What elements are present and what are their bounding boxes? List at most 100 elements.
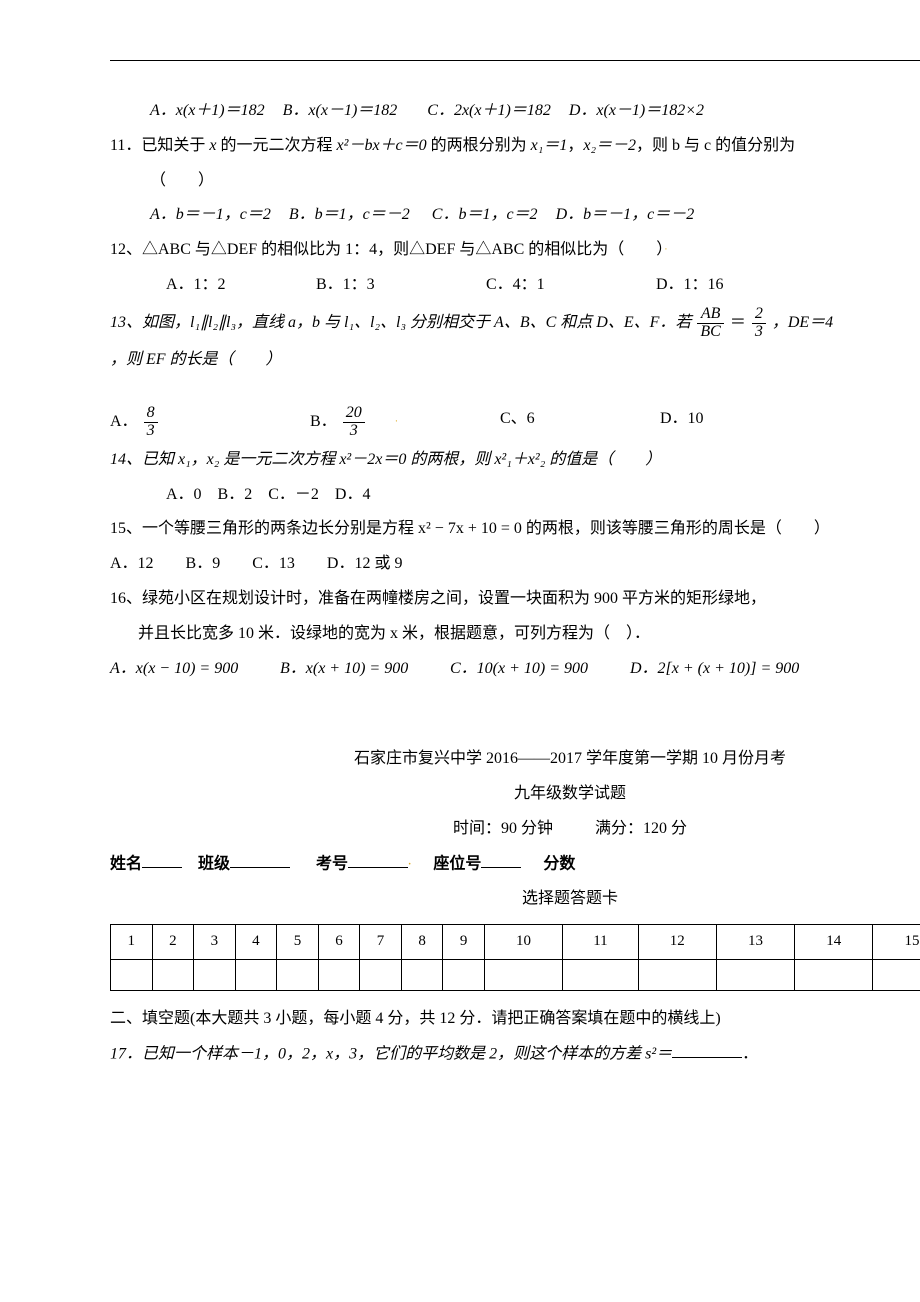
- th: 1: [111, 924, 153, 959]
- th: 11: [563, 924, 639, 959]
- q10-opt-c: C．2x(x＋1)＝182: [427, 102, 551, 119]
- q16-options: A．x(x − 10) = 900 B．x(x + 10) = 900 C．10…: [110, 655, 920, 684]
- q11-options: A．b＝－1，c＝2 B．b＝1，c＝－2 C．b＝1，c＝2 D．b＝－1，c…: [110, 201, 920, 230]
- q13-a-label: A．: [110, 413, 138, 430]
- frac-a-num: 8: [144, 405, 158, 423]
- q11-mid: 的一元二次方程: [217, 137, 337, 154]
- cell[interactable]: [443, 959, 485, 990]
- cell[interactable]: [716, 959, 794, 990]
- q15-stem: 15、一个等腰三角形的两条边长分别是方程 x² − 7x + 10 = 0 的两…: [110, 515, 920, 544]
- field-examno[interactable]: [348, 850, 408, 869]
- frac-ab-bc: AB BC: [697, 306, 723, 341]
- th: 7: [360, 924, 402, 959]
- q11-tail: ，则 b 与 c 的值分别为: [636, 137, 795, 154]
- th: 4: [235, 924, 277, 959]
- top-rule: [110, 60, 920, 61]
- frac-b-num: 20: [343, 405, 365, 423]
- q11-mid2: 的两根分别为: [427, 137, 531, 154]
- cell[interactable]: [484, 959, 562, 990]
- label-class: 班级: [198, 855, 230, 872]
- field-seat[interactable]: [481, 850, 521, 869]
- q10-options: A．x(x＋1)＝182 B．x(x－1)＝182 C．2x(x＋1)＝182 …: [110, 97, 920, 126]
- q11-stem: 11．已知关于 x 的一元二次方程 x²－bx＋c＝0 的两根分别为 x₁＝1，…: [110, 132, 920, 161]
- q12-a: A．1：2: [166, 271, 316, 300]
- full-label: 满分：120 分: [595, 820, 687, 837]
- frac-8-3: 8 3: [144, 405, 158, 440]
- cell[interactable]: [111, 959, 153, 990]
- q12-c: C．4：1: [486, 271, 656, 300]
- q17-a: 17．已知一个样本－1，0，2，x，3，它们的平均数是 2，则这个样本的方差 s…: [110, 1045, 672, 1062]
- q11-b: B．b＝1，c＝－2: [289, 206, 410, 223]
- cell[interactable]: [235, 959, 277, 990]
- q10-opt-d: D．x(x－1)＝182×2: [569, 102, 704, 119]
- table-answer-row: [111, 959, 920, 990]
- q16-line1: 16、绿苑小区在规划设计时，准备在两幢楼房之间，设置一块面积为 900 平方米的…: [110, 585, 920, 614]
- section2-title: 二、填空题(本大题共 3 小题，每小题 4 分，共 12 分．请把正确答案填在题…: [110, 1005, 920, 1034]
- q13-opt-a: A． 8 3: [110, 405, 310, 440]
- q12-options: A．1：2 B．1：3 C．4：1 D．1：16: [110, 271, 920, 300]
- th: 12: [638, 924, 716, 959]
- q11-x2: x₂＝－2: [583, 137, 636, 154]
- th: 9: [443, 924, 485, 959]
- q12-d: D．1：16: [656, 271, 724, 300]
- student-info: 姓名 班级 考号· 座位号 分数: [110, 850, 920, 879]
- field-name[interactable]: [142, 850, 182, 869]
- cell[interactable]: [318, 959, 360, 990]
- q10-opt-a: A．x(x＋1)＝182: [150, 102, 265, 119]
- answer-card-title: 选择题答题卡: [110, 885, 920, 914]
- q16-c: C．10(x + 10) = 900: [450, 655, 630, 684]
- q17-blank[interactable]: [672, 1040, 742, 1059]
- th: 14: [795, 924, 873, 959]
- th: 8: [401, 924, 443, 959]
- q11-paren: （ ）: [110, 167, 920, 196]
- label-examno: 考号: [316, 855, 348, 872]
- cell[interactable]: [277, 959, 319, 990]
- exam-title: 石家庄市复兴中学 2016——2017 学年度第一学期 10 月份月考: [110, 745, 920, 774]
- dot-icon: ·: [408, 859, 411, 870]
- label-seat: 座位号: [433, 855, 481, 872]
- q11-sep: ，: [567, 137, 583, 154]
- q13-stem-line2: ，则 EF 的长是（ ）: [110, 346, 920, 375]
- q15-options: A．12 B．9 C．13 D．12 或 9: [110, 550, 920, 579]
- frac-num2: 2: [752, 306, 766, 324]
- cell[interactable]: [795, 959, 873, 990]
- th: 6: [318, 924, 360, 959]
- q13-a: 13、如图，l₁∥l₂∥l₃，直线 a，b 与 l₁、l₂、l₃ 分别相交于 A…: [110, 314, 691, 331]
- th: 13: [716, 924, 794, 959]
- dot-icon: ·: [395, 416, 398, 427]
- th: 2: [152, 924, 194, 959]
- cell[interactable]: [152, 959, 194, 990]
- cell[interactable]: [401, 959, 443, 990]
- th: 5: [277, 924, 319, 959]
- table-header-row: 1 2 3 4 5 6 7 8 9 10 11 12 13 14 15 16: [111, 924, 920, 959]
- q14-stem: 14、已知 x₁，x₂ 是一元二次方程 x²－2x＝0 的两根，则 x²₁＋x²…: [110, 446, 920, 475]
- label-score: 分数: [543, 855, 575, 872]
- cell[interactable]: [563, 959, 639, 990]
- q16-b: B．x(x + 10) = 900: [280, 655, 450, 684]
- q11-c: C．b＝1，c＝2: [432, 206, 538, 223]
- answer-table: 1 2 3 4 5 6 7 8 9 10 11 12 13 14 15 16: [110, 924, 920, 991]
- cell[interactable]: [360, 959, 402, 990]
- q13-stem-line1: 13、如图，l₁∥l₂∥l₃，直线 a，b 与 l₁、l₂、l₃ 分别相交于 A…: [110, 306, 920, 341]
- q11-x1: x₁＝1: [531, 137, 568, 154]
- q10-opt-b: B．x(x－1)＝182: [283, 102, 398, 119]
- q14-options: A．0 B．2 C．－2 D．4: [110, 481, 920, 510]
- q13-b-label: B．: [310, 413, 337, 430]
- cell[interactable]: [194, 959, 236, 990]
- time-label: 时间：90 分钟: [453, 820, 553, 837]
- cell[interactable]: [638, 959, 716, 990]
- q16-l2-text: 并且长比宽多 10 米．设绿地的宽为 x 米，根据题意，可列方程为（ ）．: [138, 625, 650, 642]
- dot-icon: ·: [664, 245, 667, 256]
- q13-c: C、6: [500, 405, 660, 440]
- q17: 17．已知一个样本－1，0，2，x，3，它们的平均数是 2，则这个样本的方差 s…: [110, 1040, 920, 1069]
- q12-stem-text: 12、△ABC 与△DEF 的相似比为 1：4，则△DEF 与△ABC 的相似比…: [110, 241, 664, 258]
- cell[interactable]: [873, 959, 920, 990]
- field-class[interactable]: [230, 850, 290, 869]
- q11-pre: 11．已知关于: [110, 137, 209, 154]
- frac-2-3: 2 3: [752, 306, 766, 341]
- frac-den2: 3: [752, 324, 766, 341]
- exam-time: 时间：90 分钟 满分：120 分: [110, 815, 920, 844]
- q13-opt-b: B． 20 3 ·: [310, 405, 500, 440]
- q13-options: A． 8 3 B． 20 3 · C、6 D．10: [110, 405, 920, 440]
- frac-den: BC: [697, 324, 723, 341]
